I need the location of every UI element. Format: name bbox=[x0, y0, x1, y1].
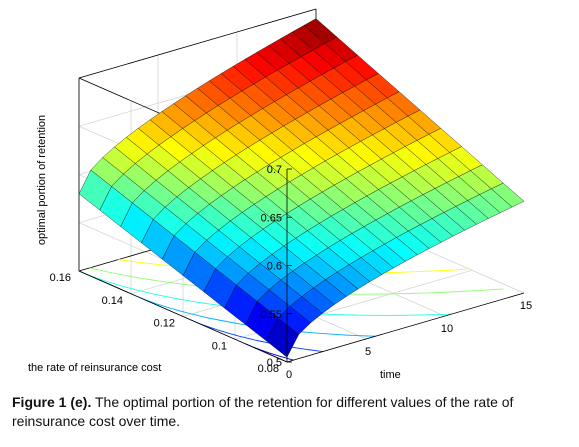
y-tick-label: 0.08 bbox=[258, 363, 279, 375]
x-tick-label: 10 bbox=[441, 323, 453, 335]
contour-line bbox=[134, 294, 376, 337]
figure-caption: Figure 1 (e). The optimal portion of the… bbox=[12, 393, 568, 431]
x-tick-label: 5 bbox=[365, 346, 371, 358]
y-axis-label: the rate of reinsurance cost bbox=[28, 362, 161, 374]
z-tick-label: 0.65 bbox=[261, 212, 282, 224]
axis-line bbox=[286, 292, 525, 363]
z-tick-label: 0.5 bbox=[267, 357, 282, 369]
caption-text: The optimal portion of the retention for… bbox=[12, 394, 514, 429]
plot-axes bbox=[78, 168, 525, 363]
surface-mesh bbox=[78, 18, 525, 358]
y-tick-label: 0.12 bbox=[154, 318, 175, 330]
y-tick-label: 0.16 bbox=[50, 272, 71, 284]
z-tick-label: 0.55 bbox=[261, 309, 282, 321]
z-axis-label: optimal portion of retention bbox=[36, 115, 48, 245]
x-tick-label: 0 bbox=[286, 369, 292, 381]
surface-facet bbox=[490, 182, 525, 208]
box-edge bbox=[78, 8, 317, 79]
surface-plot: 0.5 0.55 0.6 0.65 0.7 0 5 10 15 0.08 0.1 0.12 0.14 0.… bbox=[28, 8, 533, 381]
y-tick-label: 0.1 bbox=[212, 340, 227, 352]
z-tick-label: 0.7 bbox=[267, 164, 282, 176]
y-tick-label: 0.14 bbox=[102, 295, 123, 307]
z-tick-label: 0.6 bbox=[267, 261, 282, 273]
x-axis-label: time bbox=[380, 369, 401, 381]
x-tick-label: 15 bbox=[520, 300, 532, 312]
caption-lead: Figure 1 (e). bbox=[12, 394, 92, 410]
contour-line bbox=[78, 270, 452, 316]
contour-line bbox=[189, 319, 323, 353]
axis-line bbox=[78, 270, 288, 363]
tick-labels: 0.5 0.55 0.6 0.65 0.7 0 5 10 15 0.08 0.1 0.12 0.14 0.… bbox=[50, 164, 533, 381]
